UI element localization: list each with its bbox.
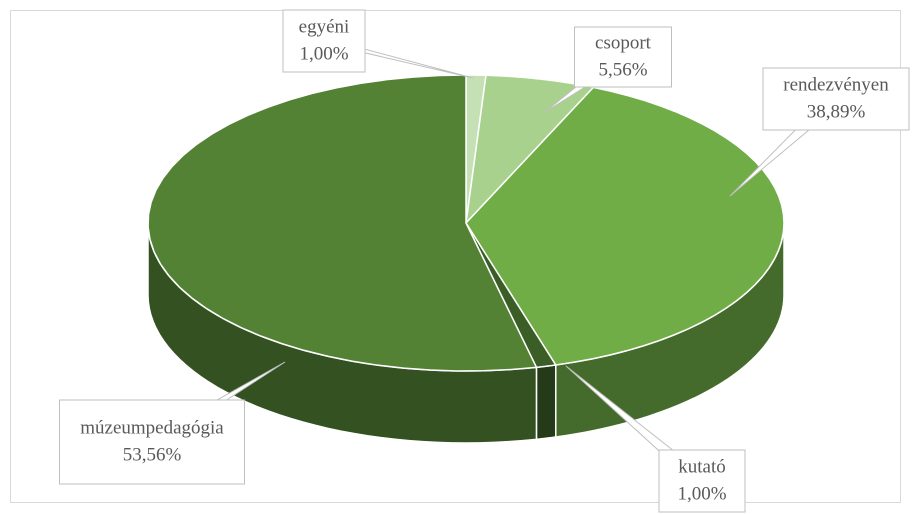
label-box <box>282 9 366 73</box>
label-value: 5,56% <box>598 59 647 80</box>
label-box <box>762 67 910 131</box>
label-value: 1,00% <box>677 483 726 504</box>
slice <box>465 222 558 369</box>
label-box <box>59 399 245 485</box>
label-category: múzeumpedagógia <box>80 417 224 438</box>
label-value: 1,00% <box>299 43 348 64</box>
label-box <box>658 449 746 513</box>
label-box <box>574 26 672 88</box>
label-value: 53,56% <box>123 444 182 465</box>
slice <box>147 74 538 372</box>
label-category: kutató <box>678 456 726 477</box>
slice-side <box>535 364 557 441</box>
label-category: egyéni <box>299 16 350 37</box>
slice <box>465 86 785 366</box>
label-category: csoport <box>595 32 652 53</box>
label-value: 38,89% <box>807 101 866 122</box>
label-category: rendezvényen <box>783 74 889 95</box>
